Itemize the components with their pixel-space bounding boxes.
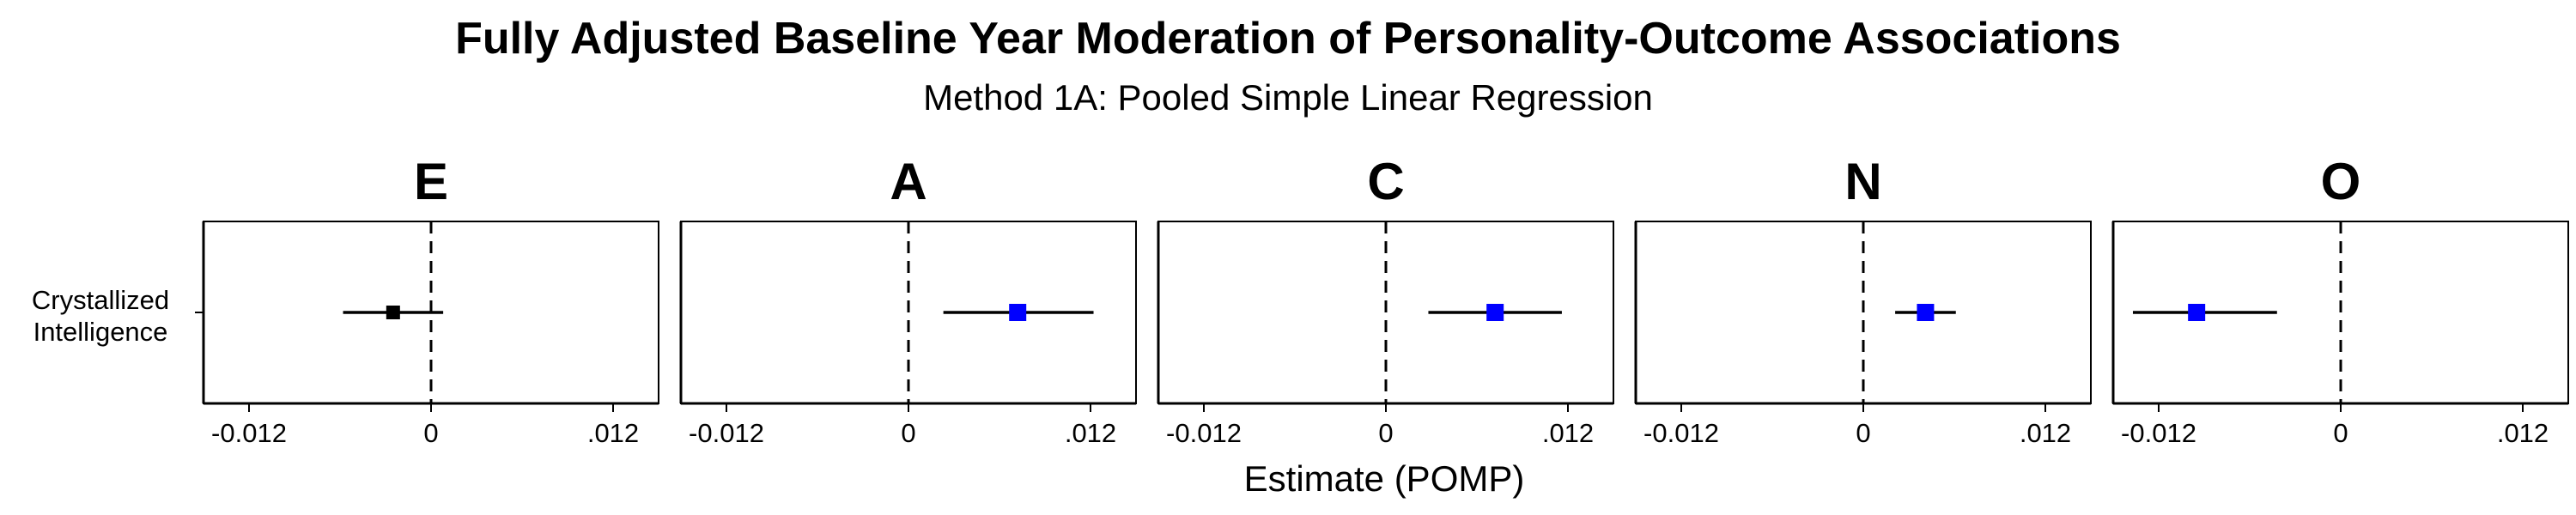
facet-label-N: N: [1844, 153, 1881, 210]
x-axis-label: Estimate (POMP): [1244, 458, 1525, 499]
facet-label-E: E: [414, 153, 448, 210]
x-tick-label-N-2: .012: [2020, 418, 2071, 448]
estimate-point-O: [2188, 304, 2206, 321]
x-tick-label-O-1: 0: [2333, 418, 2348, 448]
y-category-label-line-2: Intelligence: [33, 317, 168, 347]
x-tick-label-A-1: 0: [901, 418, 915, 448]
x-tick-label-O-2: .012: [2497, 418, 2549, 448]
x-tick-label-O-0: -0.012: [2121, 418, 2196, 448]
x-tick-label-E-2: .012: [587, 418, 639, 448]
chart-subtitle: Method 1A: Pooled Simple Linear Regressi…: [923, 77, 1653, 118]
estimate-point-E: [386, 306, 400, 319]
facet-label-O: O: [2321, 153, 2361, 210]
y-category-label-line-1: Crystallized: [32, 285, 169, 315]
estimate-point-C: [1486, 304, 1504, 321]
chart-title: Fully Adjusted Baseline Year Moderation …: [455, 14, 2121, 64]
facet-label-A: A: [890, 153, 927, 210]
estimate-point-N: [1917, 304, 1935, 321]
x-tick-label-C-0: -0.012: [1166, 418, 1242, 448]
x-tick-label-C-2: .012: [1542, 418, 1594, 448]
estimate-point-A: [1009, 304, 1027, 321]
facet-label-C: C: [1367, 153, 1404, 210]
x-tick-label-A-0: -0.012: [689, 418, 764, 448]
x-tick-label-A-2: .012: [1065, 418, 1116, 448]
x-tick-label-N-1: 0: [1856, 418, 1870, 448]
x-tick-label-N-0: -0.012: [1643, 418, 1719, 448]
x-tick-label-E-0: -0.012: [211, 418, 287, 448]
x-tick-label-C-1: 0: [1378, 418, 1393, 448]
x-tick-label-E-1: 0: [423, 418, 438, 448]
